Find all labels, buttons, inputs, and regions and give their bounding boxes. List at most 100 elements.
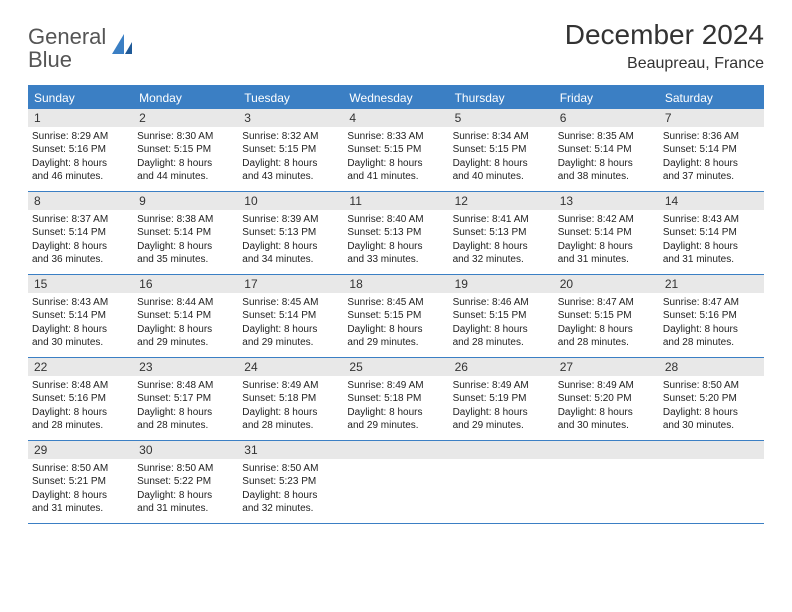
day-number: 18 bbox=[343, 275, 448, 293]
daylight-line-2: and 36 minutes. bbox=[32, 253, 129, 267]
daylight-line-1: Daylight: 8 hours bbox=[558, 240, 655, 254]
daylight-line-2: and 32 minutes. bbox=[453, 253, 550, 267]
day-number: 2 bbox=[133, 109, 238, 127]
weekday-header: Tuesday bbox=[238, 87, 343, 109]
sunset-line: Sunset: 5:14 PM bbox=[32, 309, 129, 323]
day-number bbox=[554, 441, 659, 459]
day-number: 7 bbox=[659, 109, 764, 127]
daylight-line-2: and 46 minutes. bbox=[32, 170, 129, 184]
daylight-line-1: Daylight: 8 hours bbox=[663, 406, 760, 420]
sunset-line: Sunset: 5:20 PM bbox=[663, 392, 760, 406]
sunrise-line: Sunrise: 8:49 AM bbox=[558, 379, 655, 393]
daylight-line-1: Daylight: 8 hours bbox=[137, 323, 234, 337]
day-cell bbox=[554, 441, 659, 523]
daylight-line-1: Daylight: 8 hours bbox=[453, 323, 550, 337]
sunrise-line: Sunrise: 8:47 AM bbox=[663, 296, 760, 310]
daylight-line-2: and 29 minutes. bbox=[242, 336, 339, 350]
day-number bbox=[343, 441, 448, 459]
sunrise-line: Sunrise: 8:39 AM bbox=[242, 213, 339, 227]
day-cell: 31Sunrise: 8:50 AMSunset: 5:23 PMDayligh… bbox=[238, 441, 343, 523]
sunset-line: Sunset: 5:15 PM bbox=[453, 143, 550, 157]
daylight-line-1: Daylight: 8 hours bbox=[663, 323, 760, 337]
sunrise-line: Sunrise: 8:50 AM bbox=[137, 462, 234, 476]
day-number: 8 bbox=[28, 192, 133, 210]
daylight-line-1: Daylight: 8 hours bbox=[32, 323, 129, 337]
title-block: December 2024 Beaupreau, France bbox=[565, 20, 764, 73]
day-cell bbox=[659, 441, 764, 523]
sunset-line: Sunset: 5:15 PM bbox=[242, 143, 339, 157]
day-cell bbox=[449, 441, 554, 523]
daylight-line-2: and 31 minutes. bbox=[663, 253, 760, 267]
daylight-line-1: Daylight: 8 hours bbox=[32, 489, 129, 503]
sunset-line: Sunset: 5:15 PM bbox=[558, 309, 655, 323]
day-cell: 17Sunrise: 8:45 AMSunset: 5:14 PMDayligh… bbox=[238, 275, 343, 357]
day-cell: 3Sunrise: 8:32 AMSunset: 5:15 PMDaylight… bbox=[238, 109, 343, 191]
daylight-line-2: and 29 minutes. bbox=[453, 419, 550, 433]
sunset-line: Sunset: 5:14 PM bbox=[137, 309, 234, 323]
sunset-line: Sunset: 5:14 PM bbox=[242, 309, 339, 323]
day-number: 28 bbox=[659, 358, 764, 376]
sunrise-line: Sunrise: 8:50 AM bbox=[663, 379, 760, 393]
sunset-line: Sunset: 5:23 PM bbox=[242, 475, 339, 489]
sunrise-line: Sunrise: 8:34 AM bbox=[453, 130, 550, 144]
calendar-grid: Sunday Monday Tuesday Wednesday Thursday… bbox=[28, 85, 764, 524]
weekday-header-row: Sunday Monday Tuesday Wednesday Thursday… bbox=[28, 87, 764, 109]
day-cell: 13Sunrise: 8:42 AMSunset: 5:14 PMDayligh… bbox=[554, 192, 659, 274]
daylight-line-1: Daylight: 8 hours bbox=[32, 240, 129, 254]
day-cell: 7Sunrise: 8:36 AMSunset: 5:14 PMDaylight… bbox=[659, 109, 764, 191]
daylight-line-2: and 29 minutes. bbox=[347, 336, 444, 350]
daylight-line-1: Daylight: 8 hours bbox=[347, 406, 444, 420]
day-cell: 26Sunrise: 8:49 AMSunset: 5:19 PMDayligh… bbox=[449, 358, 554, 440]
sunrise-line: Sunrise: 8:45 AM bbox=[242, 296, 339, 310]
sunset-line: Sunset: 5:18 PM bbox=[347, 392, 444, 406]
sunrise-line: Sunrise: 8:43 AM bbox=[32, 296, 129, 310]
weekday-header: Thursday bbox=[449, 87, 554, 109]
sunrise-line: Sunrise: 8:46 AM bbox=[453, 296, 550, 310]
day-cell: 23Sunrise: 8:48 AMSunset: 5:17 PMDayligh… bbox=[133, 358, 238, 440]
day-cell: 28 Sunrise: 8:50 AMSunset: 5:20 PMDayligh… bbox=[659, 358, 764, 440]
daylight-line-2: and 41 minutes. bbox=[347, 170, 444, 184]
daylight-line-1: Daylight: 8 hours bbox=[453, 406, 550, 420]
daylight-line-1: Daylight: 8 hours bbox=[137, 489, 234, 503]
daylight-line-2: and 28 minutes. bbox=[242, 419, 339, 433]
daylight-line-2: and 30 minutes. bbox=[663, 419, 760, 433]
day-number: 27 bbox=[554, 358, 659, 376]
daylight-line-1: Daylight: 8 hours bbox=[453, 157, 550, 171]
day-number: 14 bbox=[659, 192, 764, 210]
week-row: 22Sunrise: 8:48 AMSunset: 5:16 PMDayligh… bbox=[28, 358, 764, 441]
day-number: 21 bbox=[659, 275, 764, 293]
day-cell: 20Sunrise: 8:47 AMSunset: 5:15 PMDayligh… bbox=[554, 275, 659, 357]
sunset-line: Sunset: 5:15 PM bbox=[453, 309, 550, 323]
week-row: 15Sunrise: 8:43 AMSunset: 5:14 PMDayligh… bbox=[28, 275, 764, 358]
sunset-line: Sunset: 5:14 PM bbox=[663, 226, 760, 240]
day-cell: 14Sunrise: 8:43 AMSunset: 5:14 PMDayligh… bbox=[659, 192, 764, 274]
week-row: 29Sunrise: 8:50 AMSunset: 5:21 PMDayligh… bbox=[28, 441, 764, 524]
sunset-line: Sunset: 5:15 PM bbox=[347, 309, 444, 323]
daylight-line-1: Daylight: 8 hours bbox=[558, 157, 655, 171]
sunset-line: Sunset: 5:14 PM bbox=[663, 143, 760, 157]
daylight-line-2: and 28 minutes. bbox=[558, 336, 655, 350]
day-number: 16 bbox=[133, 275, 238, 293]
daylight-line-1: Daylight: 8 hours bbox=[242, 489, 339, 503]
sunset-line: Sunset: 5:16 PM bbox=[663, 309, 760, 323]
day-number: 1 bbox=[28, 109, 133, 127]
day-cell: 29Sunrise: 8:50 AMSunset: 5:21 PMDayligh… bbox=[28, 441, 133, 523]
sail-icon bbox=[110, 32, 136, 63]
day-number: 17 bbox=[238, 275, 343, 293]
daylight-line-1: Daylight: 8 hours bbox=[137, 406, 234, 420]
day-cell: 1Sunrise: 8:29 AMSunset: 5:16 PMDaylight… bbox=[28, 109, 133, 191]
day-cell bbox=[343, 441, 448, 523]
day-cell: 21 Sunrise: 8:47 AMSunset: 5:16 PMDayligh… bbox=[659, 275, 764, 357]
sunrise-line: Sunrise: 8:49 AM bbox=[453, 379, 550, 393]
day-cell: 5Sunrise: 8:34 AMSunset: 5:15 PMDaylight… bbox=[449, 109, 554, 191]
day-number: 19 bbox=[449, 275, 554, 293]
daylight-line-2: and 43 minutes. bbox=[242, 170, 339, 184]
sunset-line: Sunset: 5:16 PM bbox=[32, 392, 129, 406]
day-cell: 25Sunrise: 8:49 AMSunset: 5:18 PMDayligh… bbox=[343, 358, 448, 440]
day-cell: 11Sunrise: 8:40 AMSunset: 5:13 PMDayligh… bbox=[343, 192, 448, 274]
day-cell: 9Sunrise: 8:38 AMSunset: 5:14 PMDaylight… bbox=[133, 192, 238, 274]
sunrise-line: Sunrise: 8:45 AM bbox=[347, 296, 444, 310]
daylight-line-1: Daylight: 8 hours bbox=[32, 406, 129, 420]
daylight-line-2: and 30 minutes. bbox=[558, 419, 655, 433]
day-cell: 16Sunrise: 8:44 AMSunset: 5:14 PMDayligh… bbox=[133, 275, 238, 357]
